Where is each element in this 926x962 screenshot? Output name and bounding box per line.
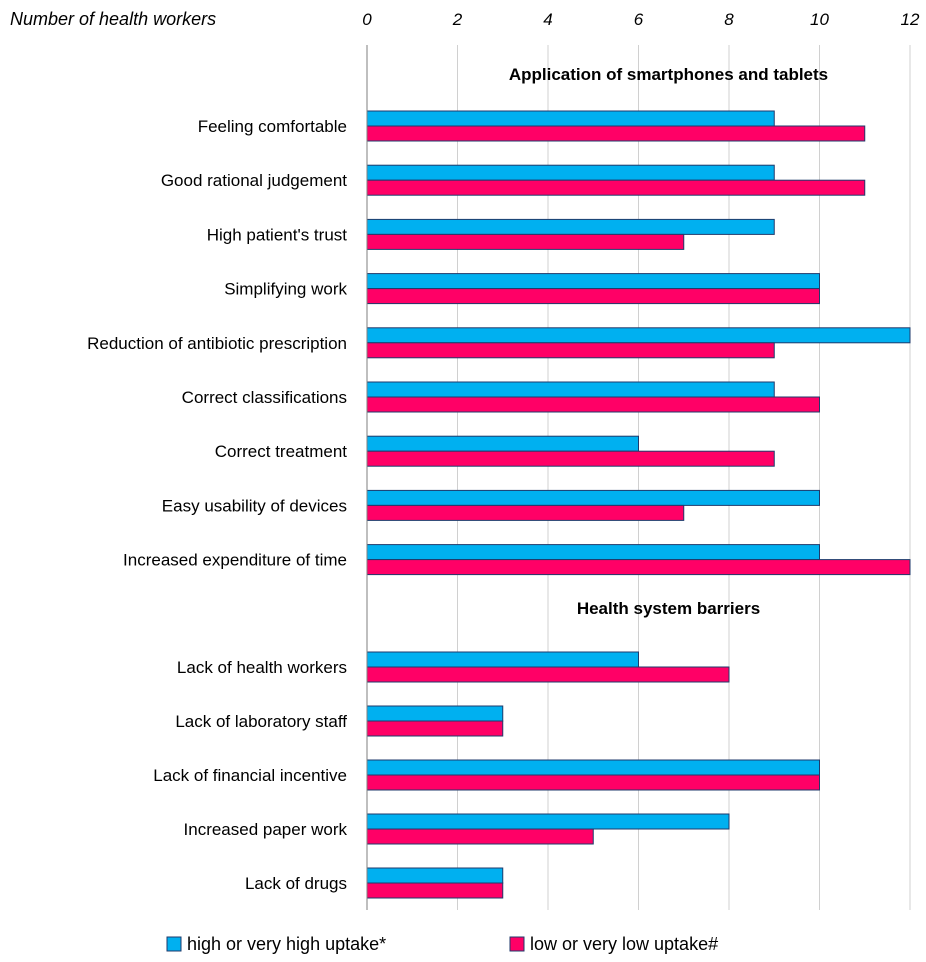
bar-low-uptake (366, 504, 685, 521)
category-label: Lack of drugs (245, 874, 347, 893)
category-label: Simplifying work (224, 280, 347, 299)
bar-high-uptake (366, 110, 775, 127)
x-tick-label: 0 (362, 10, 372, 29)
bar-low-uptake (366, 233, 685, 250)
legend-swatch (166, 936, 182, 952)
x-tick-label: 4 (543, 10, 552, 29)
x-tick-labels: 0 2 4 6 8 10 12 (362, 10, 920, 29)
bar-high-uptake (366, 544, 820, 561)
x-tick-label: 10 (810, 10, 829, 29)
section-title: Health system barriers (577, 599, 760, 618)
bar-low-uptake (366, 882, 504, 899)
bar-low-uptake (366, 450, 775, 467)
bar-high-uptake (366, 705, 504, 722)
category-label: Increased expenditure of time (123, 551, 347, 570)
category-label: High patient's trust (207, 225, 348, 244)
legend-label: low or very low uptake# (530, 934, 718, 954)
category-label: Lack of financial incentive (153, 766, 347, 785)
legend-swatch (509, 936, 525, 952)
bar-high-uptake (366, 164, 775, 181)
bar-high-uptake (366, 759, 820, 776)
category-label: Lack of health workers (177, 658, 347, 677)
bar-low-uptake (366, 342, 775, 359)
legend-label: high or very high uptake* (187, 934, 386, 954)
bar-high-uptake (366, 327, 911, 344)
bar-high-uptake (366, 381, 775, 398)
bar-low-uptake (366, 774, 820, 791)
bar-low-uptake (366, 559, 911, 576)
bars (366, 110, 911, 899)
category-label: Good rational judgement (161, 171, 347, 190)
bar-high-uptake (366, 273, 820, 290)
bar-high-uptake (366, 489, 820, 506)
bar-high-uptake (366, 218, 775, 235)
x-tick-label: 6 (634, 10, 644, 29)
bar-high-uptake (366, 867, 504, 884)
x-tick-label: 2 (452, 10, 463, 29)
category-label: Easy usability of devices (162, 496, 347, 515)
category-label: Reduction of antibiotic prescription (87, 334, 347, 353)
bar-high-uptake (366, 435, 639, 452)
legend: high or very high uptake* low or very low… (166, 934, 718, 954)
section-title: Application of smartphones and tablets (509, 65, 828, 84)
x-axis-title: Number of health workers (10, 9, 216, 29)
bar-high-uptake (366, 651, 639, 668)
bar-low-uptake (366, 396, 820, 413)
category-label: Correct classifications (182, 388, 347, 407)
x-tick-label: 12 (901, 10, 920, 29)
bar-low-uptake (366, 125, 866, 142)
category-label: Increased paper work (184, 820, 348, 839)
bar-low-uptake (366, 288, 820, 305)
category-label: Correct treatment (215, 442, 348, 461)
x-tick-label: 8 (724, 10, 734, 29)
bar-low-uptake (366, 666, 730, 683)
bar-low-uptake (366, 720, 504, 737)
bar-high-uptake (366, 813, 730, 830)
category-label: Feeling comfortable (198, 117, 347, 136)
category-label: Lack of laboratory staff (175, 712, 347, 731)
bar-low-uptake (366, 828, 594, 845)
bar-low-uptake (366, 179, 866, 196)
category-labels: Application of smartphones and tablets Fe… (87, 65, 828, 893)
